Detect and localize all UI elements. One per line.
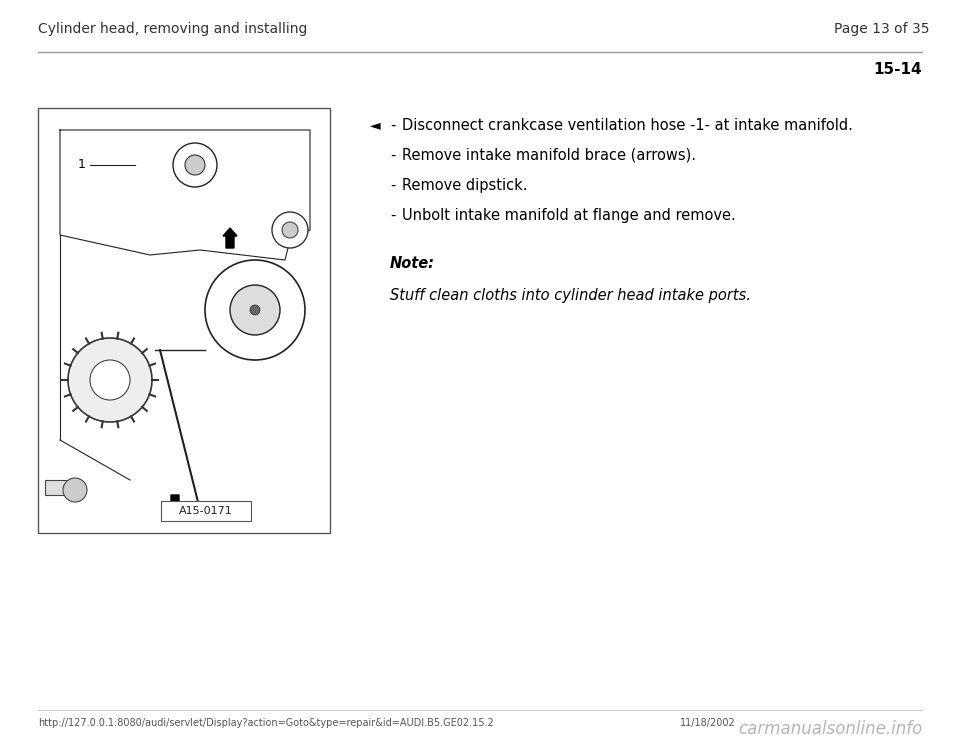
Bar <box>38 108 330 533</box>
Text: -: - <box>390 208 396 223</box>
Bar <box>160 501 251 521</box>
Text: -: - <box>390 178 396 193</box>
Text: http://127.0.0.1:8080/audi/servlet/Display?action=Goto&type=repair&id=AUDI.B5.GE: http://127.0.0.1:8080/audi/servlet/Displ… <box>38 718 493 728</box>
Circle shape <box>205 260 305 360</box>
Text: 15-14: 15-14 <box>874 62 922 77</box>
FancyArrow shape <box>168 495 182 511</box>
Text: Remove intake manifold brace (arrows).: Remove intake manifold brace (arrows). <box>402 148 696 163</box>
Text: Note:: Note: <box>390 256 435 271</box>
Bar <box>45 480 75 495</box>
FancyArrow shape <box>223 228 237 248</box>
Circle shape <box>272 212 308 248</box>
Circle shape <box>282 222 298 238</box>
Circle shape <box>185 155 205 175</box>
Circle shape <box>68 338 152 422</box>
Text: Disconnect crankcase ventilation hose -1- at intake manifold.: Disconnect crankcase ventilation hose -1… <box>402 118 852 133</box>
Circle shape <box>63 478 87 502</box>
Circle shape <box>230 285 280 335</box>
Text: Cylinder head, removing and installing: Cylinder head, removing and installing <box>38 22 307 36</box>
Circle shape <box>250 305 260 315</box>
Text: 11/18/2002: 11/18/2002 <box>680 718 735 728</box>
Text: -: - <box>390 148 396 163</box>
Text: Stuff clean cloths into cylinder head intake ports.: Stuff clean cloths into cylinder head in… <box>390 288 751 303</box>
Text: A15-0171: A15-0171 <box>179 506 232 516</box>
Text: 1: 1 <box>78 159 86 171</box>
Text: Remove dipstick.: Remove dipstick. <box>402 178 527 193</box>
Text: ◄: ◄ <box>370 118 380 132</box>
Circle shape <box>173 143 217 187</box>
Circle shape <box>90 360 130 400</box>
Text: -: - <box>390 118 396 133</box>
Text: Unbolt intake manifold at flange and remove.: Unbolt intake manifold at flange and rem… <box>402 208 735 223</box>
Text: Page 13 of 35: Page 13 of 35 <box>834 22 930 36</box>
Text: carmanualsonline.info: carmanualsonline.info <box>737 720 922 738</box>
